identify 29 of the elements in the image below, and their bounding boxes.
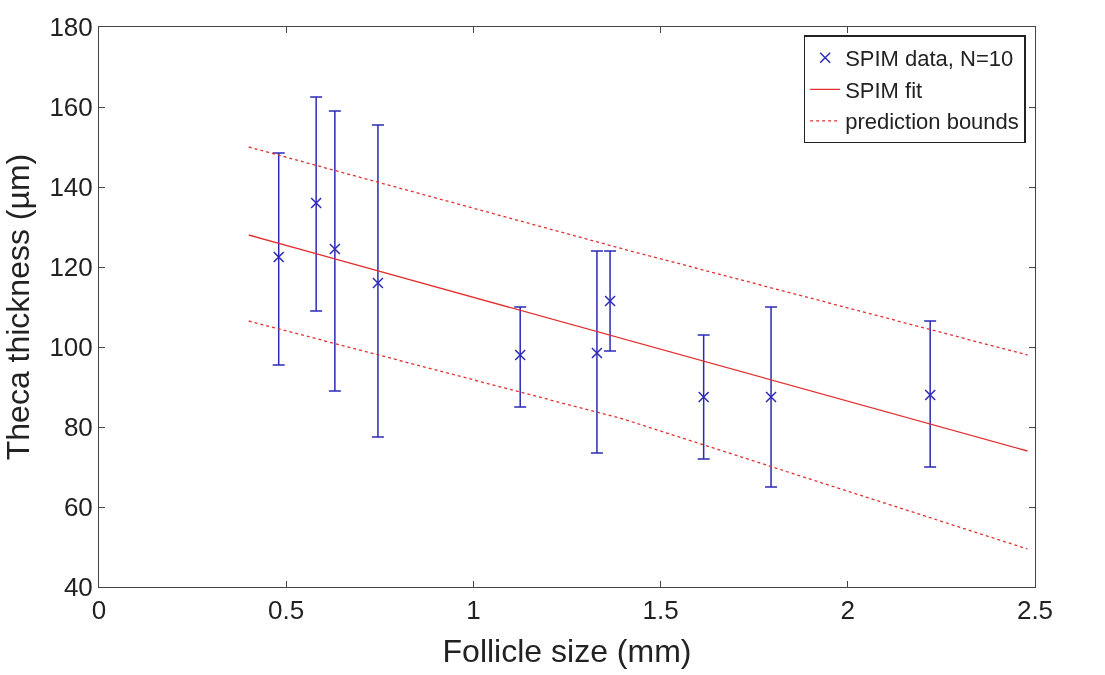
x-tick-label: 2.5: [1016, 595, 1054, 626]
y-tick-label: 100: [49, 332, 93, 363]
legend-label: SPIM data, N=10: [845, 46, 1014, 72]
x-tick-label: 0.5: [268, 595, 305, 626]
y-tick-label: 40: [63, 572, 93, 603]
point: [514, 349, 526, 361]
y-tick-label: 180: [49, 12, 93, 43]
point: [924, 389, 936, 401]
y-axis-title: Theca thickness (µm): [0, 153, 36, 461]
y-tick-label: 80: [63, 412, 93, 443]
point: [604, 295, 616, 307]
x-axis-title: Follicle size (mm): [442, 633, 692, 670]
point: [697, 391, 710, 403]
x-tick-label: 0: [91, 595, 107, 626]
x-tick-label: 1: [466, 595, 481, 626]
point: [272, 251, 285, 263]
y-tick-label: 60: [63, 492, 93, 523]
point: [765, 391, 777, 403]
x-tick-label: 1.5: [642, 595, 679, 626]
point: [372, 277, 384, 289]
y-tick-label: 120: [49, 252, 93, 283]
y-tick-label: 160: [49, 92, 93, 123]
point: [310, 197, 322, 209]
x-tick-label: 2: [840, 595, 856, 626]
legend-label: prediction bounds: [845, 109, 1019, 135]
y-tick-label: 140: [49, 172, 93, 203]
point: [591, 347, 603, 359]
point: [329, 243, 341, 255]
legend-label: SPIM fit: [845, 77, 923, 103]
